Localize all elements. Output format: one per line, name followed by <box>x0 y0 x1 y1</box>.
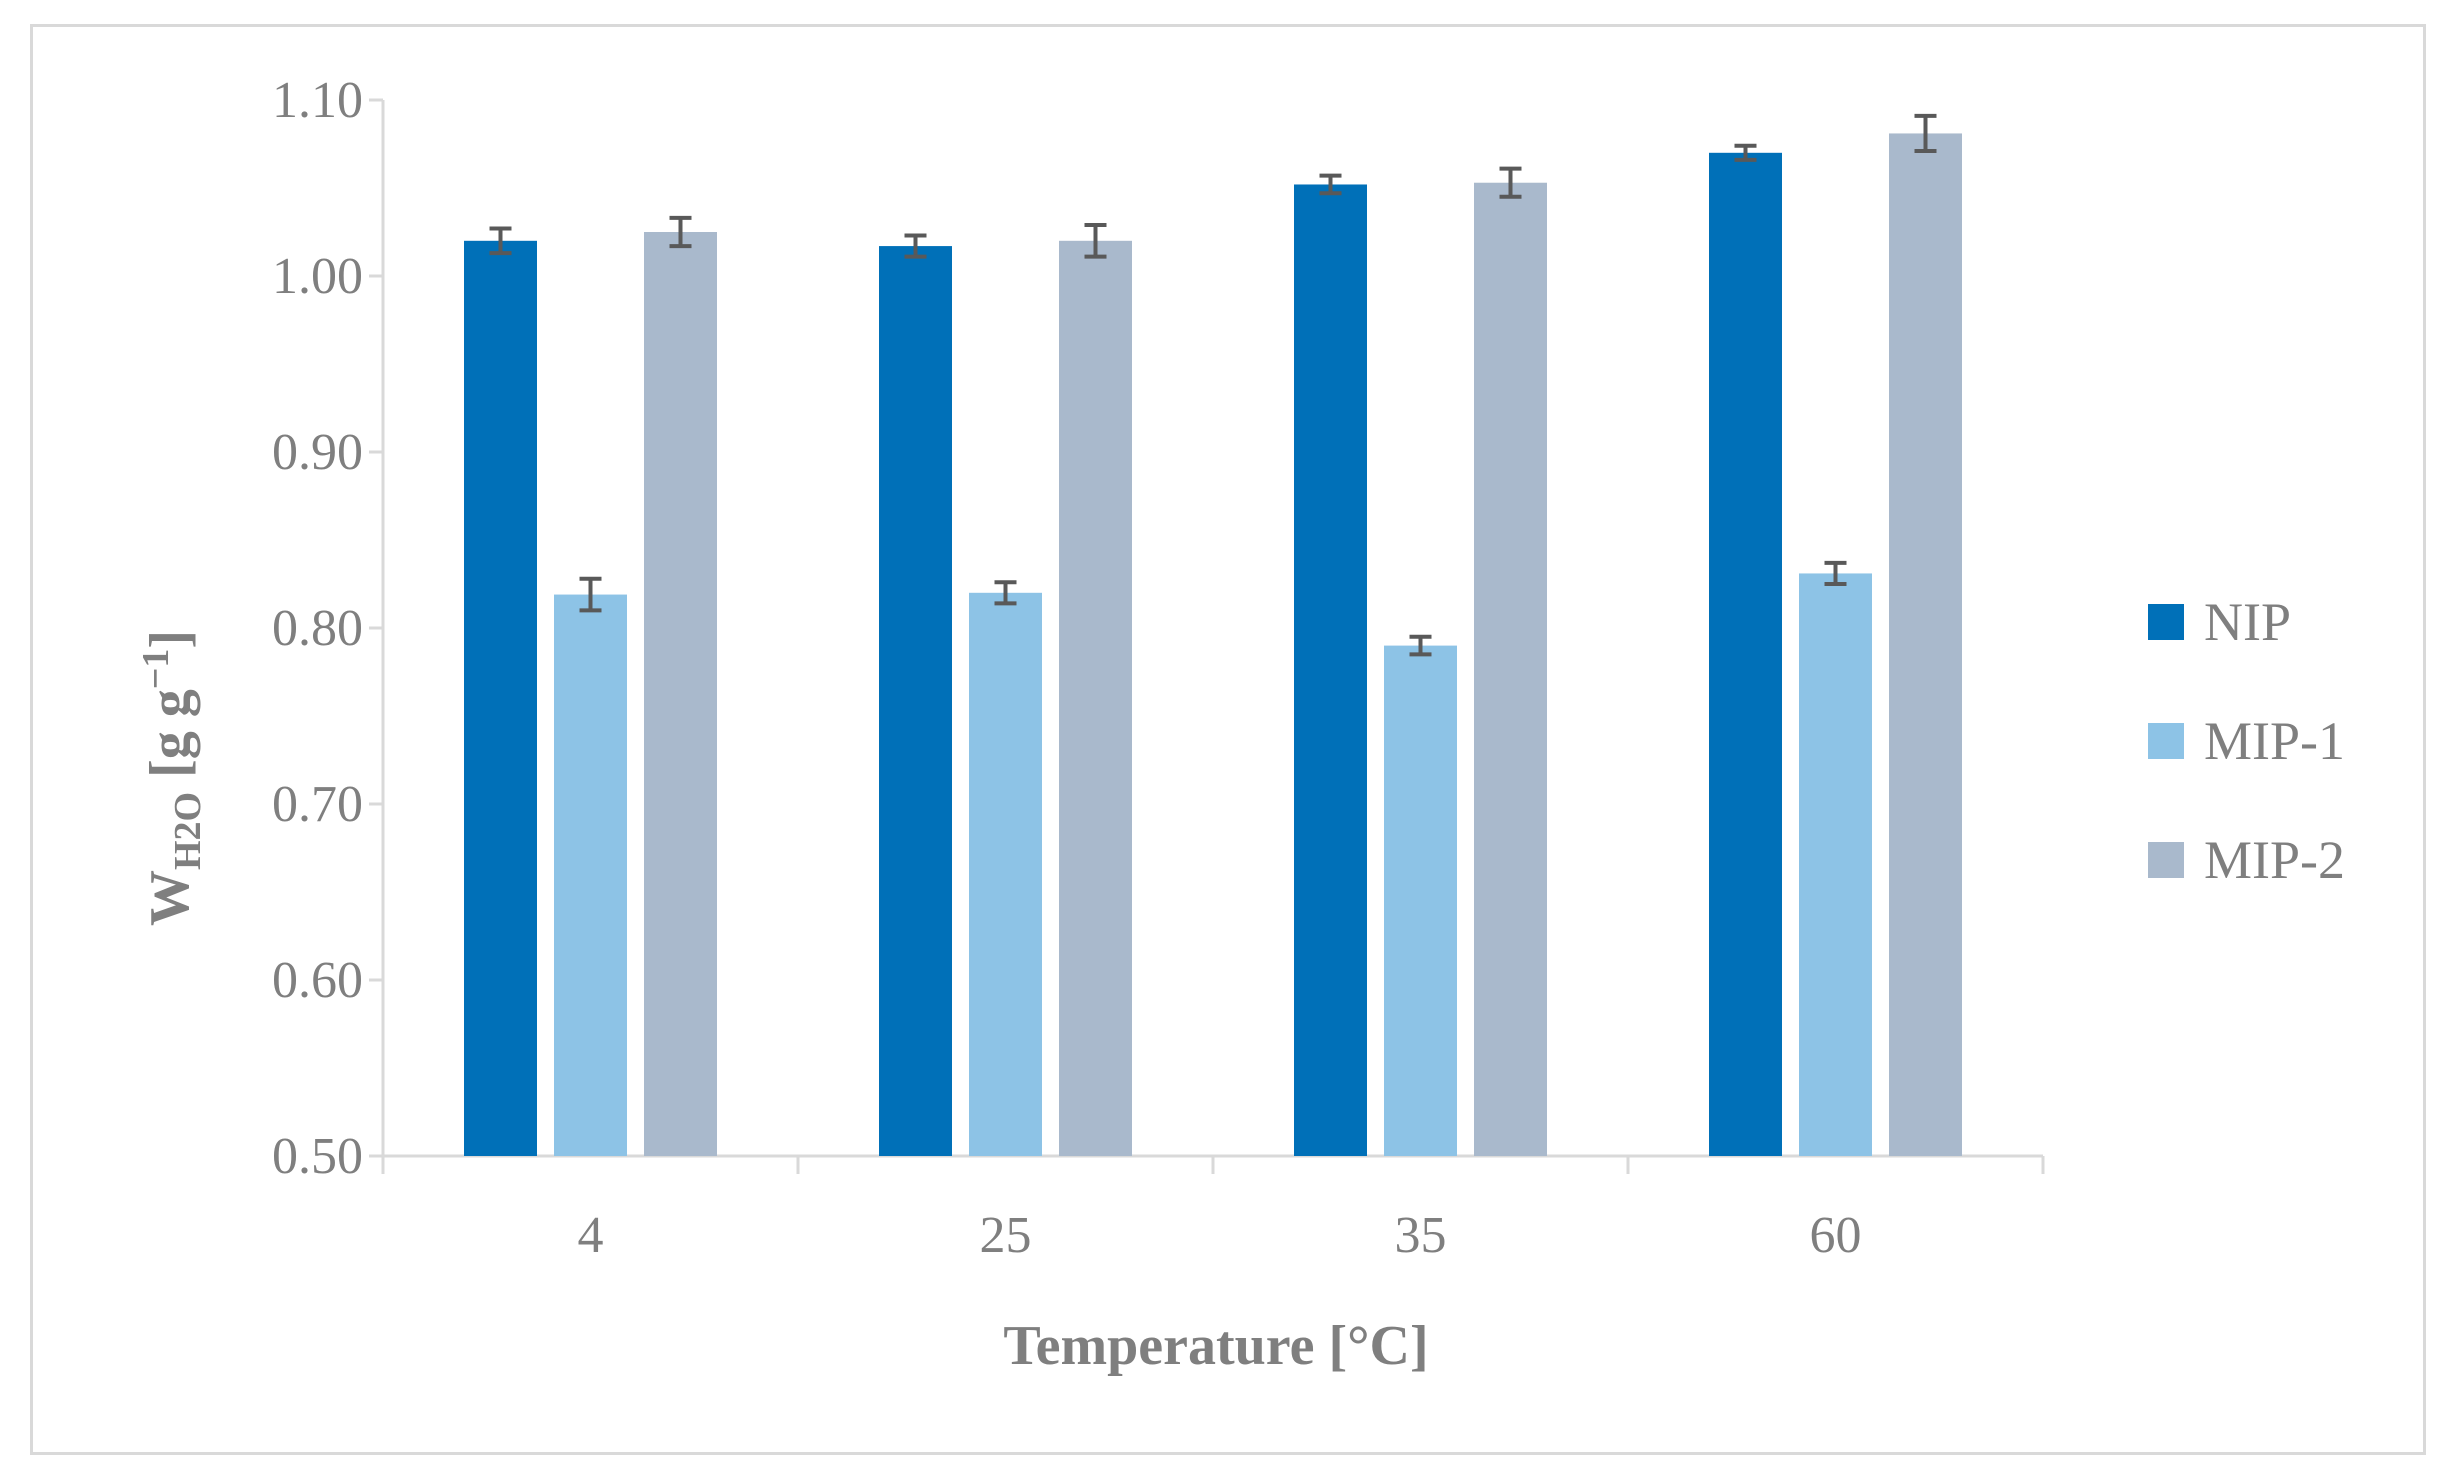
bar-nip-4 <box>464 240 537 1157</box>
legend-swatch <box>2148 842 2184 878</box>
y-tick-label: 0.60 <box>272 952 363 1009</box>
error-bar-nip-25 <box>904 233 927 259</box>
y-axis-title-close: ] <box>139 630 201 649</box>
y-tick-label: 0.50 <box>272 1128 363 1185</box>
error-bar-mip-2-60 <box>1914 113 1937 154</box>
bar-mip-1-4 <box>554 594 627 1156</box>
error-bar-nip-60 <box>1734 143 1757 162</box>
tick-labels-group: 0.50 0.60 0.70 0.80 0.90 1.00 1.10 4 25 35 60 <box>272 72 1862 1264</box>
y-tick-label: 1.10 <box>272 72 363 129</box>
y-tick-label: 1.00 <box>272 248 363 305</box>
error-bar-nip-4 <box>489 226 512 256</box>
svg-text:WH2O[g g−1]: WH2O [g g−1] <box>135 630 209 926</box>
x-tick-label: 35 <box>1395 1207 1447 1264</box>
error-bar-mip-1-35 <box>1409 634 1432 657</box>
y-axis-title-exponent: −1 <box>135 649 177 690</box>
error-bars-group <box>489 113 1937 657</box>
bar-mip-1-60 <box>1799 573 1872 1156</box>
legend-label: NIP <box>2204 592 2291 652</box>
legend-item-nip: NIP <box>2148 592 2291 652</box>
bar-nip-35 <box>1294 184 1367 1157</box>
y-tick-label: 0.70 <box>272 776 363 833</box>
legend-item-mip-1: MIP-1 <box>2148 711 2345 771</box>
x-tick-label: 60 <box>1810 1207 1862 1264</box>
error-bar-mip-2-35 <box>1499 166 1522 199</box>
error-bar-mip-1-25 <box>994 580 1017 606</box>
x-tick-label: 25 <box>980 1207 1032 1264</box>
legend-label: MIP-2 <box>2204 830 2345 890</box>
y-tick-label: 0.90 <box>272 424 363 481</box>
bar-mip-2-60 <box>1889 133 1962 1156</box>
y-axis-title-main: W <box>139 870 201 926</box>
error-bar-mip-2-4 <box>669 215 692 249</box>
legend: NIP MIP-1 MIP-2 <box>2148 592 2345 890</box>
bar-mip-2-4 <box>644 232 717 1156</box>
chart-frame <box>30 24 2426 1455</box>
legend-swatch <box>2148 604 2184 640</box>
error-bar-mip-1-60 <box>1824 560 1847 586</box>
y-axis-title-subscript: H2O <box>167 792 209 870</box>
y-axis-title: WH2O [g g−1] <box>135 630 209 926</box>
bar-mip-1-25 <box>969 592 1042 1156</box>
error-bar-nip-35 <box>1319 173 1342 196</box>
x-axis-title: Temperature [°C] <box>1003 1315 1428 1377</box>
bar-mip-2-35 <box>1474 182 1547 1157</box>
x-tick-label: 4 <box>578 1207 604 1264</box>
y-axis-title-unit: [g g <box>139 689 201 778</box>
bar-nip-60 <box>1709 152 1782 1157</box>
error-bar-mip-1-4 <box>579 576 602 613</box>
bar-mip-2-25 <box>1059 240 1132 1157</box>
bar-nip-25 <box>879 246 952 1156</box>
legend-item-mip-2: MIP-2 <box>2148 830 2345 890</box>
legend-label: MIP-1 <box>2204 711 2345 771</box>
y-tick-label: 0.80 <box>272 600 363 657</box>
error-bar-mip-2-25 <box>1084 222 1107 259</box>
legend-swatch <box>2148 723 2184 759</box>
bar-mip-1-35 <box>1384 645 1457 1156</box>
bars-group <box>464 133 1962 1157</box>
